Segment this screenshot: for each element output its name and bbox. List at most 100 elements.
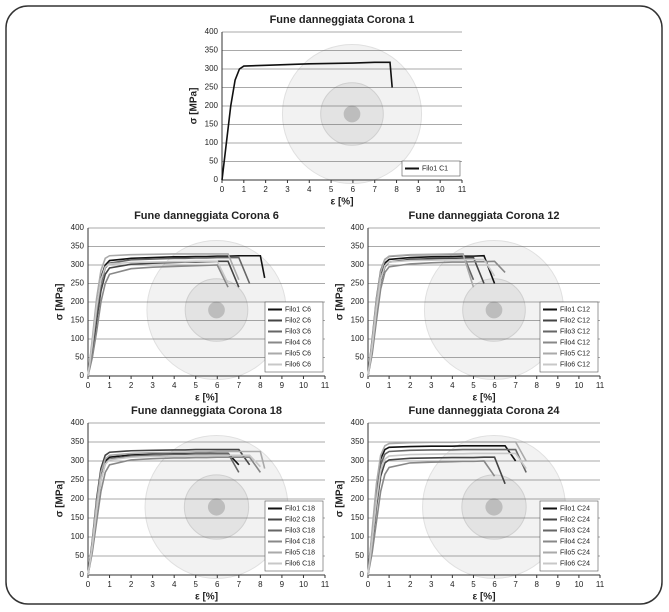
y-tick-label: 300 <box>205 64 219 73</box>
y-tick-label: 350 <box>351 242 365 251</box>
x-tick-label: 11 <box>596 381 605 390</box>
x-tick-label: 1 <box>107 381 112 390</box>
y-tick-label: 300 <box>71 260 85 269</box>
x-tick-label: 0 <box>86 580 91 589</box>
rope-center <box>208 301 225 319</box>
y-tick-label: 150 <box>351 316 365 325</box>
y-tick-label: 50 <box>75 551 84 560</box>
x-tick-label: 7 <box>237 580 242 589</box>
x-tick-label: 5 <box>329 185 334 194</box>
x-tick-label: 1 <box>107 580 112 589</box>
data-line <box>367 448 527 576</box>
y-tick-label: 200 <box>71 494 85 503</box>
legend-label: Filo6 C6 <box>285 361 311 368</box>
x-tick-label: 8 <box>535 381 540 390</box>
legend-label: Filo1 C6 <box>285 306 311 313</box>
x-tick-label: 8 <box>394 185 399 194</box>
x-tick-label: 4 <box>307 185 312 194</box>
legend-label: Filo5 C12 <box>560 350 590 357</box>
data-line <box>367 260 506 377</box>
y-tick-label: 100 <box>71 532 85 541</box>
legend-label: Filo1 C24 <box>560 505 590 512</box>
y-tick-label: 200 <box>205 101 219 110</box>
y-tick-label: 150 <box>205 120 219 129</box>
legend-label: Filo1 C1 <box>422 165 448 172</box>
y-axis-label: σ [MPa] <box>189 88 200 125</box>
x-tick-label: 9 <box>556 381 561 390</box>
y-tick-label: 400 <box>351 223 365 232</box>
x-axis-label: ε [%] <box>195 393 218 404</box>
x-tick-label: 8 <box>258 381 263 390</box>
x-tick-label: 8 <box>258 580 263 589</box>
data-line <box>367 253 475 377</box>
x-tick-label: 10 <box>299 381 308 390</box>
y-tick-label: 250 <box>351 279 365 288</box>
y-tick-label: 200 <box>351 297 365 306</box>
y-tick-label: 100 <box>351 334 365 343</box>
x-tick-label: 3 <box>429 381 434 390</box>
y-tick-label: 0 <box>80 371 85 380</box>
x-tick-label: 1 <box>387 381 392 390</box>
legend-label: Filo4 C18 <box>285 538 315 545</box>
y-tick-label: 0 <box>80 570 85 579</box>
data-line <box>367 441 527 576</box>
y-tick-label: 100 <box>205 138 219 147</box>
y-axis-label: σ [MPa] <box>335 284 346 321</box>
x-tick-label: 11 <box>596 580 605 589</box>
y-tick-label: 350 <box>205 46 219 55</box>
x-tick-label: 2 <box>408 381 413 390</box>
data-line <box>367 258 496 377</box>
y-tick-label: 0 <box>360 371 365 380</box>
x-tick-label: 7 <box>513 580 518 589</box>
y-tick-label: 250 <box>351 475 365 484</box>
y-tick-label: 150 <box>351 513 365 522</box>
y-tick-label: 400 <box>71 418 85 427</box>
y-tick-label: 350 <box>351 437 365 446</box>
data-line <box>87 260 229 377</box>
legend-label: Filo4 C6 <box>285 339 311 346</box>
legend-label: Filo1 C18 <box>285 505 315 512</box>
data-line <box>87 456 262 576</box>
x-tick-label: 9 <box>416 185 421 194</box>
legend-label: Filo2 C24 <box>560 516 590 523</box>
legend-label: Filo3 C24 <box>560 527 590 534</box>
data-line <box>87 253 240 377</box>
x-tick-label: 0 <box>220 185 225 194</box>
rope-center <box>207 498 226 516</box>
x-tick-label: 1 <box>242 185 247 194</box>
x-tick-label: 4 <box>172 381 177 390</box>
x-tick-label: 7 <box>237 381 242 390</box>
y-tick-label: 300 <box>71 456 85 465</box>
x-tick-label: 11 <box>321 381 330 390</box>
x-tick-label: 6 <box>215 580 220 589</box>
y-tick-label: 150 <box>71 316 85 325</box>
x-tick-label: 5 <box>471 381 476 390</box>
y-tick-label: 250 <box>71 475 85 484</box>
x-tick-label: 9 <box>280 580 285 589</box>
x-tick-label: 7 <box>513 381 518 390</box>
y-tick-label: 200 <box>351 494 365 503</box>
data-line <box>367 452 527 576</box>
y-tick-label: 250 <box>71 279 85 288</box>
x-tick-label: 9 <box>280 381 285 390</box>
legend-label: Filo3 C18 <box>285 527 315 534</box>
y-tick-label: 50 <box>209 157 218 166</box>
data-line <box>367 460 496 576</box>
chart-title: Fune danneggiata Corona 18 <box>131 405 282 417</box>
x-tick-label: 6 <box>351 185 356 194</box>
x-tick-label: 10 <box>574 381 583 390</box>
y-tick-label: 0 <box>360 570 365 579</box>
legend-label: Filo3 C6 <box>285 328 311 335</box>
y-tick-label: 150 <box>71 513 85 522</box>
chart-title: Fune danneggiata Corona 1 <box>270 14 415 26</box>
x-tick-label: 8 <box>535 580 540 589</box>
chart-title: Fune danneggiata Corona 24 <box>409 405 561 417</box>
x-tick-label: 5 <box>194 580 199 589</box>
y-tick-label: 100 <box>71 334 85 343</box>
data-line <box>221 61 393 181</box>
x-axis-label: ε [%] <box>195 592 218 603</box>
y-tick-label: 350 <box>71 242 85 251</box>
y-tick-label: 300 <box>351 456 365 465</box>
x-tick-label: 5 <box>194 381 199 390</box>
y-tick-label: 400 <box>71 223 85 232</box>
